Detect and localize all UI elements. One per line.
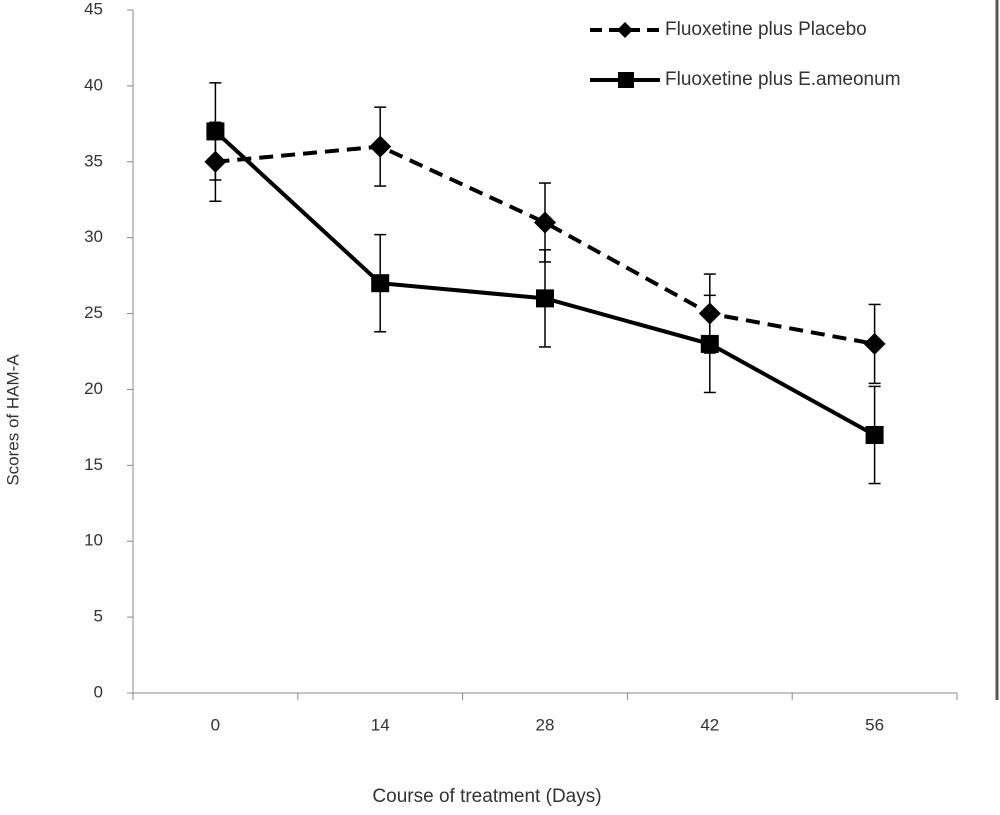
x-tick-label: 56 xyxy=(865,715,884,734)
x-tick-label: 0 xyxy=(211,715,220,734)
y-tick-label: 10 xyxy=(84,531,103,550)
y-tick-label: 25 xyxy=(84,303,103,322)
marker xyxy=(536,289,554,308)
marker xyxy=(369,135,392,158)
y-tick-label: 35 xyxy=(84,151,103,170)
y-axis-title: Scores of HAM-A xyxy=(3,354,22,486)
y-tick-label: 20 xyxy=(84,379,103,398)
marker xyxy=(865,425,884,444)
marker xyxy=(700,334,719,353)
x-tick-label: 42 xyxy=(700,715,719,734)
y-tick-label: 5 xyxy=(94,607,103,626)
x-tick-label: 28 xyxy=(536,715,555,734)
x-tick-label: 14 xyxy=(371,715,390,734)
x-axis-title: Course of treatment (Days) xyxy=(372,786,601,807)
marker xyxy=(534,211,556,234)
y-tick-label: 30 xyxy=(84,227,103,246)
legend-marker xyxy=(617,22,633,38)
marker xyxy=(206,122,225,141)
series-line xyxy=(215,144,875,346)
y-tick-label: 15 xyxy=(84,455,103,474)
y-tick-label: 40 xyxy=(84,75,103,94)
marker xyxy=(863,332,886,355)
y-tick-label: 0 xyxy=(94,682,103,701)
legend-marker xyxy=(618,72,634,88)
legend-label: Fluoxetine plus Placebo xyxy=(665,19,867,40)
legend-label: Fluoxetine plus E.ameonum xyxy=(665,69,901,90)
y-tick-label: 45 xyxy=(84,0,103,18)
marker xyxy=(371,274,390,293)
